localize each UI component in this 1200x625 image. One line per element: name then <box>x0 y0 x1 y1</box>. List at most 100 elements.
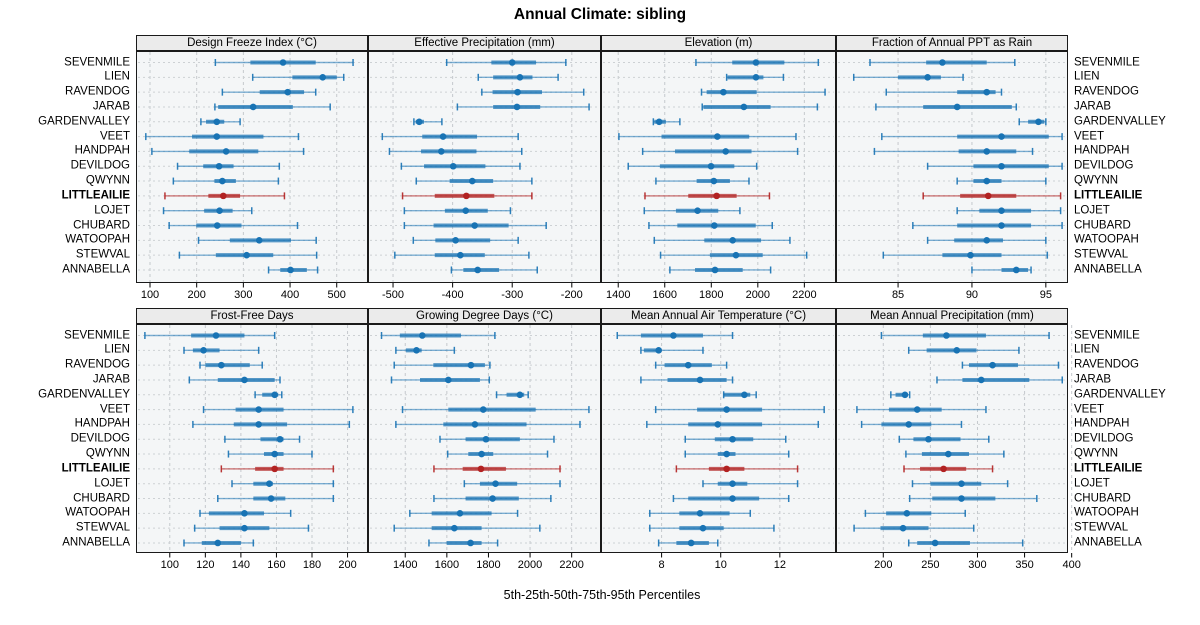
percentile-glyph-gardenvalley <box>254 391 283 399</box>
percentile-glyph-chubard <box>217 495 335 503</box>
percentile-glyph-annabella <box>267 266 319 274</box>
x-tick-label: 500 <box>327 289 346 301</box>
x-tick-label: 1600 <box>652 289 677 301</box>
percentile-glyph-littleailie <box>675 465 799 473</box>
percentile-glyph-watoopah <box>649 509 752 517</box>
percentile-glyph-veet <box>856 406 987 414</box>
x-tick-label: 250 <box>921 559 940 571</box>
site-label-left-stewval: STEWVAL <box>75 521 130 534</box>
x-tick-label: 1800 <box>476 559 501 571</box>
percentile-glyph-lien <box>640 346 704 354</box>
percentile-glyph-jarab <box>875 103 1018 111</box>
percentile-glyph-ravendog <box>221 88 317 96</box>
percentile-glyph-annabella <box>907 539 1024 547</box>
panel-strip: Elevation (m) <box>601 35 836 51</box>
x-tick-label: 160 <box>267 559 286 571</box>
panel-background <box>136 324 368 553</box>
percentile-glyph-littleailie <box>922 192 1062 200</box>
panel-strip-title: Design Freeze Index (°C) <box>187 37 317 49</box>
percentile-glyph-qwynn <box>227 450 313 458</box>
percentile-glyph-veet <box>618 133 797 141</box>
percentile-glyph-handpah <box>646 420 820 428</box>
percentile-glyph-watoopah <box>412 236 519 244</box>
site-label-left-ravendog: RAVENDOG <box>65 358 130 371</box>
panel-strip-title: Frost-Free Days <box>210 310 294 322</box>
percentile-glyph-devildog <box>684 435 787 443</box>
site-label-right-lien: LIEN <box>1074 70 1100 83</box>
site-label-left-ravendog: RAVENDOG <box>65 85 130 98</box>
site-label-right-handpah: HANDPAH <box>1074 417 1130 430</box>
panel-strip: Mean Annual Precipitation (mm) <box>836 308 1068 324</box>
site-label-left-watoopah: WATOOPAH <box>65 233 130 246</box>
percentile-glyph-ravendog <box>393 361 491 369</box>
percentile-glyph-watoopah <box>926 236 1047 244</box>
panel-strip: Frost-Free Days <box>136 308 368 324</box>
percentile-glyph-stewval <box>649 524 775 532</box>
percentile-glyph-littleailie <box>903 465 994 473</box>
x-tick-label: 100 <box>140 289 160 301</box>
x-tick-label: 1400 <box>605 289 631 301</box>
site-label-left-chubard: CHUBARD <box>73 492 130 505</box>
site-label-left-watoopah: WATOOPAH <box>65 506 130 519</box>
panel-fraction-of-annual-ppt-as-rain <box>836 51 1068 288</box>
site-label-right-veet: VEET <box>1074 403 1105 416</box>
percentile-glyph-watoopah <box>199 509 292 517</box>
panel-strip: Effective Precipitation (mm) <box>368 35 601 51</box>
percentile-glyph-watoopah <box>409 509 519 517</box>
percentile-glyph-lien <box>852 73 964 81</box>
percentile-glyph-annabella <box>971 266 1032 274</box>
x-tick-label: 300 <box>968 559 987 571</box>
percentile-glyph-handpah <box>860 420 963 428</box>
site-label-right-gardenvalley: GARDENVALLEY <box>1074 115 1166 128</box>
x-tick-label: 2000 <box>517 559 543 571</box>
panel-mean-annual-air-temperature-c- <box>601 324 836 558</box>
x-tick-label: -200 <box>560 289 583 301</box>
site-label-right-watoopah: WATOOPAH <box>1074 506 1139 519</box>
site-label-left-littleailie: LITTLEAILIE <box>61 189 130 202</box>
percentile-glyph-lojet <box>643 207 741 215</box>
percentile-glyph-veet <box>654 406 825 414</box>
percentile-glyph-devildog <box>926 162 1063 170</box>
percentile-glyph-sevenmile <box>144 332 276 339</box>
percentile-glyph-gardenvalley <box>495 391 529 399</box>
percentile-glyph-sevenmile <box>869 59 1016 66</box>
percentile-glyph-littleailie <box>220 465 335 473</box>
site-label-left-qwynn: QWYNN <box>85 174 130 187</box>
site-label-left-lojet: LOJET <box>94 204 130 217</box>
percentile-glyph-qwynn <box>446 450 549 458</box>
site-label-left-gardenvalley: GARDENVALLEY <box>38 388 130 401</box>
percentile-glyph-lien <box>725 73 785 81</box>
site-label-left-sevenmile: SEVENMILE <box>64 56 130 68</box>
site-label-left-stewval: STEWVAL <box>75 248 130 261</box>
percentile-glyph-qwynn <box>655 177 750 185</box>
panel-strip-title: Elevation (m) <box>684 37 753 49</box>
x-tick-label: -300 <box>501 289 524 301</box>
percentile-glyph-handpah <box>192 420 351 428</box>
site-label-right-annabella: ANNABELLA <box>1074 263 1142 276</box>
panel-strip-title: Effective Precipitation (mm) <box>414 37 555 49</box>
percentile-glyph-gardenvalley <box>652 118 681 126</box>
percentile-glyph-handpah <box>873 147 1034 155</box>
site-label-right-veet: VEET <box>1074 130 1105 143</box>
site-label-left-annabella: ANNABELLA <box>62 536 130 549</box>
percentile-glyph-annabella <box>183 539 255 547</box>
site-label-left-jarab: JARAB <box>92 100 130 113</box>
site-label-right-littleailie: LITTLEAILIE <box>1074 189 1143 202</box>
x-tick-label: 1400 <box>392 559 418 571</box>
x-tick-label: 1600 <box>434 559 460 571</box>
percentile-glyph-littleailie <box>164 192 286 200</box>
site-label-left-littleailie: LITTLEAILIE <box>61 462 130 475</box>
panel-frost-free-days <box>136 324 368 558</box>
percentile-glyph-lojet <box>911 480 1009 488</box>
percentile-glyph-ravendog <box>654 361 728 369</box>
percentile-glyph-qwynn <box>905 450 1005 458</box>
site-label-right-chubard: CHUBARD <box>1074 492 1131 505</box>
x-tick-label: -500 <box>382 289 405 301</box>
site-label-left-sevenmile: SEVENMILE <box>64 329 130 341</box>
x-tick-label: -400 <box>441 289 464 301</box>
site-label-right-chubard: CHUBARD <box>1074 219 1131 232</box>
x-tick-label: 400 <box>1062 559 1081 571</box>
site-label-left-annabella: ANNABELLA <box>62 263 130 276</box>
percentile-glyph-lojet <box>231 480 335 488</box>
